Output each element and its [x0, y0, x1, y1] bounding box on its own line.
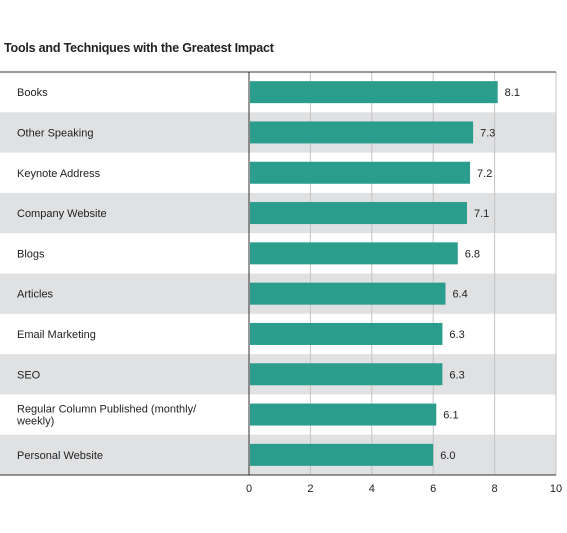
bar	[250, 121, 474, 144]
value-label: 8.1	[505, 87, 520, 99]
bar	[250, 363, 443, 386]
x-tick-label: 10	[550, 483, 562, 495]
value-label: 7.3	[480, 127, 495, 139]
category-label: Personal Website	[17, 450, 103, 462]
category-label: SEO	[17, 369, 41, 381]
x-tick-label: 0	[246, 483, 252, 495]
category-label: Other Speaking	[17, 127, 93, 139]
value-label: 6.8	[465, 248, 480, 260]
bar	[250, 202, 467, 225]
bar	[250, 242, 458, 265]
category-label: Keynote Address	[17, 168, 101, 180]
chart-title: Tools and Techniques with the Greatest I…	[4, 41, 274, 55]
category-label: Blogs	[17, 248, 45, 260]
bar	[250, 81, 498, 104]
value-label: 6.3	[449, 369, 464, 381]
category-label: Books	[17, 87, 48, 99]
bar	[250, 282, 446, 305]
category-label: Regular Column Published (monthly/weekly…	[16, 404, 197, 428]
category-label: Email Marketing	[17, 329, 96, 341]
x-tick-label: 2	[307, 483, 313, 495]
value-label: 6.1	[443, 410, 458, 422]
x-tick-label: 8	[492, 483, 498, 495]
category-label: Articles	[17, 289, 54, 301]
x-tick-label: 6	[430, 483, 436, 495]
bar	[250, 322, 443, 345]
x-tick-label: 4	[369, 483, 375, 495]
value-label: 7.1	[474, 208, 489, 220]
category-label: Company Website	[17, 208, 107, 220]
value-label: 6.3	[449, 329, 464, 341]
value-label: 6.4	[452, 289, 467, 301]
value-label: 6.0	[440, 450, 455, 462]
bar	[250, 443, 434, 466]
bar	[250, 161, 471, 184]
value-label: 7.2	[477, 168, 492, 180]
bar	[250, 403, 437, 426]
